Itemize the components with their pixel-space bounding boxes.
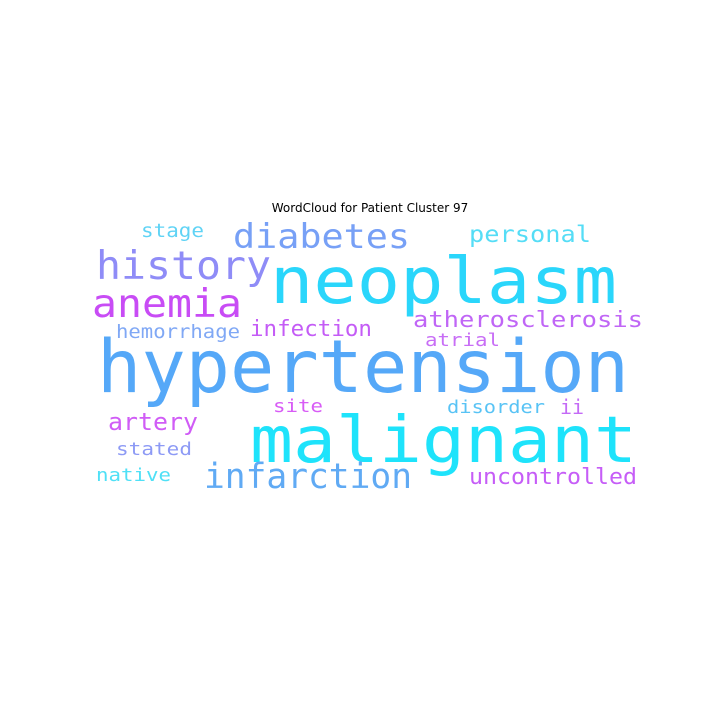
word-disorder: disorder [447,397,545,418]
word-infarction: infarction [204,457,412,497]
word-atrial: atrial [425,330,500,351]
word-artery: artery [108,408,198,436]
word-ii: ii [560,395,584,419]
word-stated: stated [116,439,192,460]
word-personal: personal [469,222,591,248]
word-hemorrhage: hemorrhage [116,321,240,343]
word-anemia: anemia [92,282,242,327]
word-atherosclerosis: atherosclerosis [413,308,643,333]
chart-title: WordCloud for Patient Cluster 97 [271,201,469,215]
word-stage: stage [141,220,204,242]
word-diabetes: diabetes [233,217,410,257]
word-malignant: malignant [250,404,637,478]
word-history: history [96,244,271,289]
word-hypertension: hypertension [97,325,629,410]
word-neoplasm: neoplasm [270,245,617,319]
word-native: native [96,465,171,486]
word-infection: infection [250,317,372,342]
word-uncontrolled: uncontrolled [469,465,637,490]
word-site: site [273,396,323,417]
